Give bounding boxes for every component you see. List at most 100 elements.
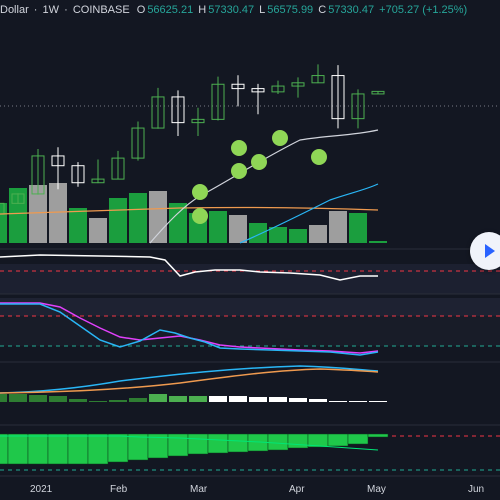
momentum-histogram-bar [127, 433, 149, 461]
time-axis-label: Mar [190, 484, 208, 495]
momentum-histogram-bar [107, 433, 129, 463]
macd-histogram-bar [89, 401, 107, 402]
macd-histogram-bar [29, 395, 47, 402]
momentum-histogram-bar [47, 433, 69, 465]
oscillator-line [0, 254, 378, 281]
macd-histogram-bar [269, 397, 287, 402]
high-value: 57330.47 [208, 4, 255, 16]
close-value: 57330.47 [328, 4, 375, 16]
momentum-histogram [0, 433, 389, 465]
macd-histogram-bar [349, 401, 367, 402]
candle-body [291, 82, 305, 87]
candle-body [131, 127, 145, 159]
separator: · [33, 4, 38, 16]
volume-bar [209, 211, 227, 243]
momentum-histogram-bar [367, 433, 389, 438]
close-label: C [318, 4, 327, 16]
macd-histogram-bar [289, 398, 307, 402]
high-label: H [198, 4, 207, 16]
macd-histogram-bar [129, 398, 147, 402]
stoch-k-line [0, 302, 379, 354]
momentum-line [0, 435, 379, 451]
symbol-name[interactable]: Dollar [0, 4, 29, 16]
volume-bar [349, 213, 367, 243]
momentum-histogram-bar [27, 433, 49, 465]
signal-dot [251, 154, 267, 170]
macd-histogram-bar [9, 394, 27, 402]
separator: · [64, 4, 68, 16]
signal-dot [192, 184, 208, 200]
overbought-zone [0, 298, 500, 316]
candle-body [151, 96, 165, 129]
volume-bar [169, 203, 187, 243]
replay-button[interactable] [470, 232, 500, 270]
macd-histogram-bar [209, 396, 227, 402]
volume-bar [309, 225, 327, 243]
candle-body [211, 83, 225, 120]
signal-dot [231, 140, 247, 156]
signal-dots [192, 130, 327, 224]
volume-bar [9, 188, 27, 243]
volume-bar [329, 211, 347, 243]
low-value: 56575.99 [267, 4, 314, 16]
macd-histogram-bar [189, 396, 207, 402]
time-axis-label: 2021 [30, 484, 53, 495]
candle-body [251, 88, 265, 93]
candle-body [171, 96, 185, 124]
candle-body [311, 75, 325, 84]
ma-cyan-line [239, 183, 379, 244]
macd-histogram-bar [169, 396, 187, 402]
chart-legend: Dollar · 1W · COINBASE O 56625.21 H 57330.… [0, 4, 469, 24]
momentum-histogram-bar [7, 433, 29, 465]
candle-body [111, 157, 125, 180]
interval[interactable]: 1W [42, 4, 60, 16]
volume-bar [49, 183, 67, 243]
candle-body [191, 118, 205, 124]
volume-bar [109, 198, 127, 243]
macd-histogram-bar [149, 394, 167, 402]
momentum-histogram-bar [267, 433, 289, 451]
oscillator-pane-band [0, 264, 500, 294]
time-axis-label: Apr [289, 484, 305, 495]
candle-body [51, 155, 65, 167]
candle-body [31, 155, 45, 195]
momentum-histogram-bar [87, 433, 109, 465]
candle-body [351, 93, 365, 120]
volume-bar [69, 208, 87, 243]
stoch-d-line [0, 303, 379, 356]
macd-histogram-bar [309, 399, 327, 402]
time-axis-label: May [367, 484, 386, 495]
signal-dot [311, 149, 327, 165]
candle-body [331, 75, 345, 120]
macd-histogram-bar [49, 396, 67, 402]
candle-body [11, 193, 25, 204]
momentum-histogram-bar [207, 433, 229, 454]
macd-line [0, 365, 379, 394]
ma-orange-line [0, 206, 379, 215]
neutral-zone [0, 316, 500, 346]
macd-histogram-bar [369, 401, 387, 402]
time-axis-label: Jun [468, 484, 485, 495]
macd-signal-line [0, 368, 379, 394]
play-icon [485, 244, 495, 258]
momentum-histogram-bar [187, 433, 209, 455]
exchange: COINBASE [72, 4, 130, 16]
momentum-histogram-bar [67, 433, 89, 465]
macd-histogram-bar [109, 400, 127, 402]
volume-bar [0, 203, 7, 243]
open-value: 56625.21 [147, 4, 194, 16]
candle-body [231, 83, 245, 90]
signal-dot [272, 130, 288, 146]
macd-histogram-bar [249, 397, 267, 402]
volume-bar [229, 215, 247, 243]
momentum-histogram-bar [0, 433, 9, 465]
volume-bars [0, 183, 387, 243]
volume-bar [89, 218, 107, 243]
volume-bar [369, 241, 387, 243]
change-value: +705.27 (+1.25%) [379, 4, 468, 16]
candle-body [91, 178, 105, 184]
volume-bar [249, 223, 267, 243]
signal-dot [231, 163, 247, 179]
candle-body [0, 202, 5, 215]
